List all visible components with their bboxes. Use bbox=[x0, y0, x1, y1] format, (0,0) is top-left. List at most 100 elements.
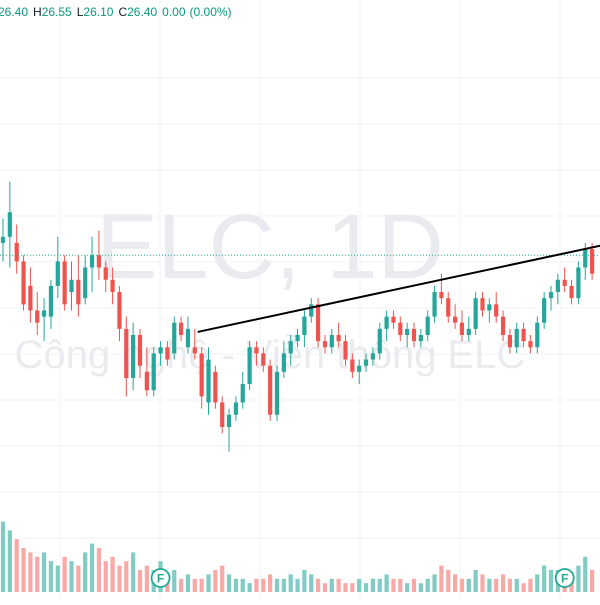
candle[interactable] bbox=[357, 359, 362, 385]
candle-body bbox=[432, 292, 437, 317]
candle[interactable] bbox=[336, 322, 341, 348]
candle[interactable] bbox=[131, 322, 136, 391]
candle[interactable] bbox=[507, 328, 512, 354]
candle[interactable] bbox=[261, 347, 266, 372]
candle[interactable] bbox=[514, 322, 519, 354]
candle[interactable] bbox=[137, 328, 143, 378]
candlestick-series[interactable] bbox=[0, 181, 595, 452]
candle[interactable] bbox=[411, 322, 417, 348]
candle[interactable] bbox=[124, 316, 129, 397]
candle[interactable] bbox=[165, 341, 170, 366]
candle[interactable] bbox=[117, 285, 122, 342]
candle[interactable] bbox=[473, 292, 478, 335]
volume-bar bbox=[309, 574, 314, 592]
candle[interactable] bbox=[487, 298, 492, 323]
financials-marker-icon[interactable]: F bbox=[554, 568, 575, 588]
candle[interactable] bbox=[432, 285, 437, 323]
candle[interactable] bbox=[494, 292, 499, 323]
candle[interactable] bbox=[446, 292, 451, 323]
candle[interactable] bbox=[233, 396, 238, 421]
candle[interactable] bbox=[391, 310, 396, 329]
candle[interactable] bbox=[89, 236, 95, 293]
candle[interactable] bbox=[555, 273, 560, 305]
candle[interactable] bbox=[350, 353, 355, 378]
candle[interactable] bbox=[206, 347, 211, 415]
candle[interactable] bbox=[254, 341, 259, 366]
candle[interactable] bbox=[363, 353, 369, 372]
volume-bar bbox=[514, 578, 519, 592]
candle[interactable] bbox=[343, 335, 348, 366]
candle[interactable] bbox=[480, 292, 485, 317]
candle[interactable] bbox=[151, 347, 156, 397]
candle[interactable] bbox=[192, 328, 197, 360]
candle[interactable] bbox=[405, 322, 410, 348]
candle[interactable] bbox=[535, 316, 540, 354]
financials-marker-icon[interactable]: F bbox=[150, 568, 171, 588]
candle[interactable] bbox=[199, 347, 204, 409]
candle[interactable] bbox=[528, 335, 533, 354]
candle[interactable] bbox=[521, 322, 526, 348]
candle[interactable] bbox=[110, 267, 115, 305]
candle[interactable] bbox=[96, 230, 101, 280]
volume-bar bbox=[473, 570, 478, 592]
candle[interactable] bbox=[425, 310, 430, 342]
candle[interactable] bbox=[466, 316, 471, 342]
candle[interactable] bbox=[83, 255, 88, 305]
candle[interactable] bbox=[377, 322, 382, 360]
candle[interactable] bbox=[69, 261, 74, 311]
candle[interactable] bbox=[62, 255, 67, 311]
candle[interactable] bbox=[398, 316, 403, 342]
candle[interactable] bbox=[576, 261, 581, 305]
candle[interactable] bbox=[179, 316, 184, 342]
candle-body bbox=[446, 298, 451, 317]
candle[interactable] bbox=[329, 328, 334, 354]
candle[interactable] bbox=[281, 341, 286, 378]
candle[interactable] bbox=[370, 347, 375, 366]
candle[interactable] bbox=[213, 365, 218, 409]
candle-body bbox=[117, 292, 122, 329]
candle[interactable] bbox=[158, 341, 163, 366]
volume-bar bbox=[233, 578, 238, 592]
candle[interactable] bbox=[247, 341, 252, 391]
watermark-symbol: ELC, 1D bbox=[96, 196, 444, 298]
candle[interactable] bbox=[55, 236, 60, 299]
candle[interactable] bbox=[185, 316, 191, 354]
candle[interactable] bbox=[542, 292, 547, 329]
candle[interactable] bbox=[48, 279, 54, 329]
candle[interactable] bbox=[76, 255, 81, 317]
candle[interactable] bbox=[240, 371, 245, 409]
candle[interactable] bbox=[569, 279, 574, 305]
candle[interactable] bbox=[103, 261, 108, 293]
candle[interactable] bbox=[590, 242, 595, 280]
candle[interactable] bbox=[295, 328, 300, 348]
candle[interactable] bbox=[302, 310, 307, 348]
trend-line-drawing[interactable] bbox=[197, 244, 600, 333]
candle[interactable] bbox=[322, 335, 328, 354]
candle[interactable] bbox=[0, 218, 6, 262]
candle[interactable] bbox=[548, 285, 554, 311]
candle[interactable] bbox=[309, 298, 314, 323]
candle[interactable] bbox=[384, 310, 389, 342]
candle[interactable] bbox=[268, 359, 273, 421]
candle[interactable] bbox=[28, 267, 33, 323]
candle[interactable] bbox=[144, 347, 149, 397]
candle[interactable] bbox=[42, 298, 47, 342]
candle[interactable] bbox=[220, 396, 225, 434]
volume-bar bbox=[411, 578, 417, 592]
candle[interactable] bbox=[288, 335, 293, 366]
candle[interactable] bbox=[21, 255, 26, 311]
candle[interactable] bbox=[274, 365, 280, 421]
candle[interactable] bbox=[7, 181, 12, 268]
candle[interactable] bbox=[453, 304, 458, 329]
candle[interactable] bbox=[562, 267, 567, 293]
candle[interactable] bbox=[172, 316, 177, 360]
candle[interactable] bbox=[459, 310, 465, 342]
candle[interactable] bbox=[418, 328, 423, 348]
candle[interactable] bbox=[226, 408, 232, 452]
candle[interactable] bbox=[35, 292, 40, 335]
candle[interactable] bbox=[500, 310, 506, 342]
candle[interactable] bbox=[14, 224, 19, 274]
